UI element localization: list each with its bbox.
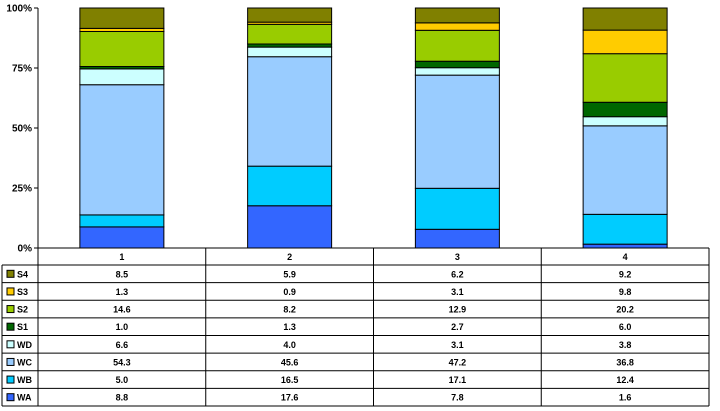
legend-key-s4 (6, 269, 15, 278)
bar-segment-s1-4 (582, 101, 668, 118)
data-label: 16.5 (281, 375, 299, 385)
y-tick-label: 50% (12, 124, 32, 135)
y-axis: 0% 25% 50% 75% 100% (6, 4, 39, 255)
category-label: 4 (623, 252, 628, 262)
data-label: 0.9 (283, 287, 296, 297)
bar-segment-wb-1 (79, 214, 165, 228)
bar-segment-wa-1 (79, 226, 165, 249)
data-table: 1 2 3 4 S4 8.5 5.9 6.2 9.2 S3 1.3 0.9 3.1 9.8 S2 14.6 8.… (1, 247, 710, 407)
bar-segment-s3-4 (582, 29, 668, 55)
bar-segment-s4-4 (582, 7, 668, 31)
legend-key-wa (6, 393, 15, 402)
y-tick-label: 0% (18, 244, 33, 255)
data-label: 7.8 (451, 393, 464, 403)
bar-segment-s2-4 (582, 53, 668, 103)
category-label: 1 (119, 252, 124, 262)
legend-key-s1 (6, 322, 15, 331)
data-label: 6.2 (451, 269, 464, 279)
bar-segment-wd-4 (582, 116, 668, 127)
data-label: 2.7 (451, 322, 464, 332)
bar-segment-wd-2 (247, 46, 333, 58)
bar-segment-wd-1 (79, 68, 165, 86)
y-tick-label: 25% (12, 184, 32, 195)
bar-segment-wa-4 (582, 243, 668, 249)
legend-key-wd (6, 340, 15, 349)
plot-area (79, 7, 668, 249)
bar-segment-wc-2 (247, 56, 333, 167)
bar-segment-wc-4 (582, 125, 668, 215)
legend-label-wd: WD (17, 340, 32, 350)
bar-segment-wc-1 (79, 84, 165, 216)
legend-key-wb (6, 375, 15, 384)
bar-segment-s3-3 (414, 22, 500, 31)
data-label: 4.0 (283, 340, 296, 350)
data-label: 8.2 (283, 305, 296, 315)
data-label: 5.9 (283, 269, 296, 279)
bar-segment-s4-2 (247, 7, 333, 23)
y-tick-label: 100% (6, 4, 32, 15)
bar-segment-s2-3 (414, 29, 500, 62)
data-label: 1.6 (619, 393, 632, 403)
category-label: 3 (455, 252, 460, 262)
bar-segment-wd-3 (414, 67, 500, 76)
data-label: 47.2 (449, 357, 467, 367)
legend-key-s3 (6, 287, 15, 296)
legend-label-wb: WB (17, 375, 32, 385)
legend-label-wa: WA (17, 393, 32, 403)
data-label: 6.0 (619, 322, 632, 332)
data-label: 3.8 (619, 340, 632, 350)
data-label: 12.4 (616, 375, 634, 385)
bar-segment-s4-3 (414, 7, 500, 24)
legend-label-s4: S4 (17, 269, 28, 279)
bar-segment-wb-4 (582, 213, 668, 245)
legend-key-s2 (6, 305, 15, 314)
bar-segment-s4-1 (79, 7, 165, 29)
bar-segment-wc-3 (414, 74, 500, 189)
data-label: 45.6 (281, 357, 299, 367)
data-label: 8.5 (116, 269, 129, 279)
bar-segment-s2-2 (247, 23, 333, 45)
bar-segment-wb-2 (247, 165, 333, 207)
data-label: 3.1 (451, 287, 464, 297)
data-label: 1.3 (116, 287, 129, 297)
legend-label-s2: S2 (17, 305, 28, 315)
legend-label-wc: WC (17, 357, 32, 367)
bar-segment-s2-1 (79, 30, 165, 68)
legend-key-wc (6, 357, 15, 366)
bar-segment-s1-3 (414, 60, 500, 69)
data-label: 14.6 (113, 305, 131, 315)
y-tick-label: 75% (12, 64, 32, 75)
data-label: 9.2 (619, 269, 632, 279)
data-label: 36.8 (616, 357, 634, 367)
data-label: 1.3 (283, 322, 296, 332)
data-label: 9.8 (619, 287, 632, 297)
data-label: 8.8 (116, 393, 129, 403)
data-label: 5.0 (116, 375, 129, 385)
data-label: 17.6 (281, 393, 299, 403)
data-label: 1.0 (116, 322, 129, 332)
bar-segment-wa-3 (414, 228, 500, 249)
data-label: 54.3 (113, 357, 131, 367)
legend-label-s3: S3 (17, 287, 28, 297)
data-label: 12.9 (449, 305, 467, 315)
data-label: 17.1 (449, 375, 467, 385)
data-label: 20.2 (616, 305, 634, 315)
category-label: 2 (287, 252, 292, 262)
legend-label-s1: S1 (17, 322, 28, 332)
data-label: 6.6 (116, 340, 129, 350)
data-label: 3.1 (451, 340, 464, 350)
bar-segment-wb-3 (414, 187, 500, 230)
bar-segment-wa-2 (247, 205, 333, 249)
